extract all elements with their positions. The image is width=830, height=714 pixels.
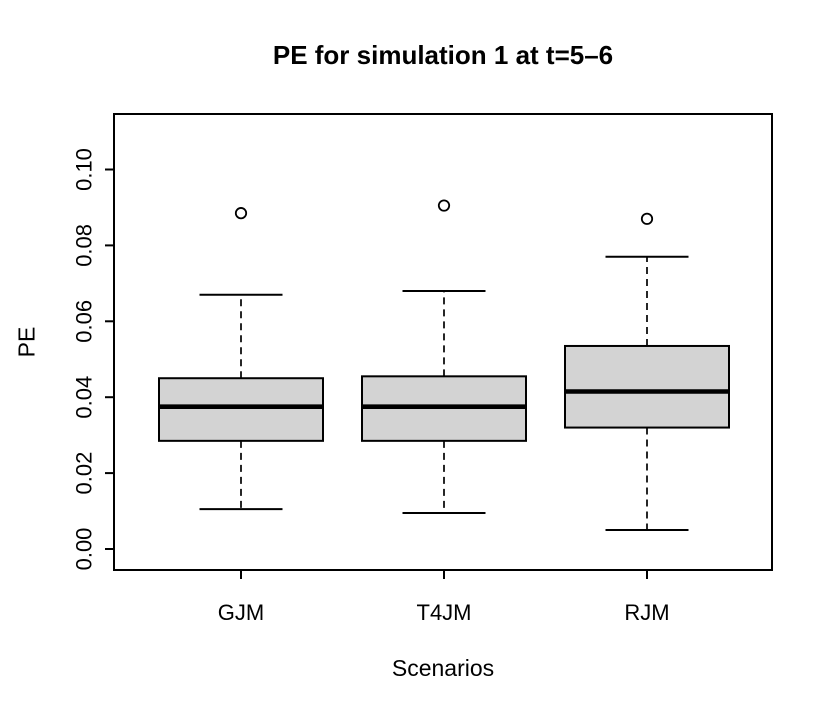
iqr-box-rjm [564, 344, 730, 429]
category-label-rjm: RJM [624, 600, 669, 625]
category-label-gjm: GJM [218, 600, 264, 625]
x-axis-title: Scenarios [391, 655, 495, 681]
outlier-point-gjm [234, 207, 248, 220]
y-axis-tick-label: 0.08 [72, 224, 97, 267]
y-axis-tick-label: 0.04 [72, 376, 97, 419]
outlier-point-rjm [640, 212, 654, 225]
y-axis-tick-label: 0.10 [72, 148, 97, 191]
y-axis-tick-label: 0.02 [72, 452, 97, 495]
category-label-t4jm: T4JM [417, 600, 472, 625]
iqr-box-gjm [158, 377, 324, 442]
chart-title: PE for simulation 1 at t=5–6 [272, 40, 614, 70]
plot-frame [113, 113, 773, 571]
y-axis-tick-label: 0.06 [72, 300, 97, 343]
outlier-point-t4jm [437, 199, 451, 212]
y-axis-tick-label: 0.00 [72, 528, 97, 571]
